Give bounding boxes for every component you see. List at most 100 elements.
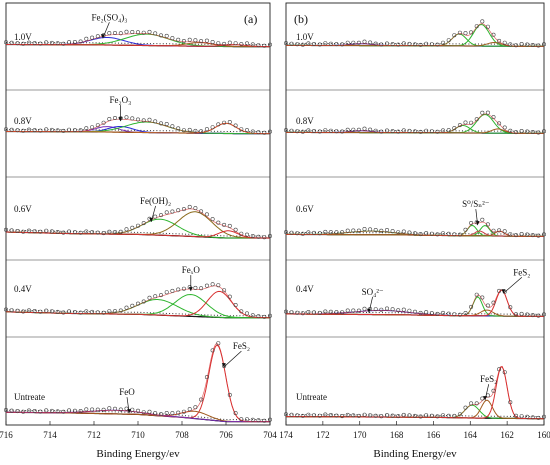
data-marker <box>55 230 60 235</box>
data-marker <box>49 408 54 413</box>
data-marker <box>491 115 496 120</box>
data-marker <box>390 129 395 134</box>
peak-annotation-fe-oh: Fe(OH)₂ <box>140 196 171 206</box>
data-marker <box>513 312 518 317</box>
x-tick-label: 164 <box>464 430 478 440</box>
data-marker <box>541 232 546 237</box>
data-marker <box>250 417 255 422</box>
data-marker <box>262 43 267 48</box>
data-marker <box>78 310 83 315</box>
annotation-arrowhead <box>127 409 132 414</box>
peak-annotation-fe-o: FeₓO <box>182 265 201 275</box>
data-marker <box>176 410 181 415</box>
data-marker <box>508 128 513 133</box>
data-marker <box>216 283 221 288</box>
data-marker <box>204 127 209 132</box>
x-tick-label: 706 <box>219 430 233 440</box>
data-marker <box>407 413 412 418</box>
component-peak-3 <box>6 230 270 239</box>
x-tick-label: 716 <box>0 430 13 440</box>
x-tick-label: 168 <box>390 430 404 440</box>
data-marker <box>368 413 373 418</box>
data-marker <box>497 38 502 43</box>
data-marker <box>289 128 294 133</box>
data-marker <box>401 412 406 417</box>
row-label-untreate: Untreate <box>14 392 45 402</box>
data-marker <box>32 229 37 234</box>
data-marker <box>525 232 530 237</box>
data-marker <box>193 405 198 410</box>
spectrum-untreate: Untreate FeS₂ <box>283 365 546 420</box>
data-marker <box>204 283 209 288</box>
data-marker <box>525 129 530 134</box>
data-marker <box>239 127 244 132</box>
data-marker <box>407 41 412 46</box>
spectrum-0-4v: 0.4V FeₓO <box>4 265 272 319</box>
data-marker <box>525 42 530 47</box>
data-marker <box>469 120 474 125</box>
data-marker <box>418 414 423 419</box>
data-marker <box>541 129 546 134</box>
envelope-fit <box>286 113 544 134</box>
data-marker <box>379 129 384 134</box>
panel-s-2p: (b) 1.0V 0.8V 0.6V S⁰/Sₙ²⁻ 0.4V FeS₂ SO₄²⁻ Untr… <box>279 2 550 460</box>
data-marker <box>21 41 26 46</box>
data-marker <box>390 42 395 47</box>
data-marker <box>379 414 384 419</box>
data-marker <box>536 313 541 318</box>
data-marker <box>32 408 37 413</box>
data-marker <box>193 285 198 290</box>
data-marker <box>541 414 546 419</box>
data-marker <box>124 29 129 34</box>
data-marker <box>340 129 345 134</box>
peak-annotation-fe-o: Fe₂O₃ <box>110 95 132 105</box>
data-marker <box>502 125 507 130</box>
data-marker <box>38 128 43 133</box>
data-marker <box>401 229 406 234</box>
data-marker <box>90 125 95 130</box>
data-marker <box>452 126 457 131</box>
data-marker <box>32 308 37 313</box>
data-marker <box>283 412 288 417</box>
raw-trace-dotted <box>6 42 270 46</box>
data-marker <box>283 41 288 46</box>
data-marker <box>491 300 496 305</box>
data-marker <box>159 213 164 218</box>
data-marker <box>245 128 250 133</box>
data-marker <box>233 41 238 46</box>
data-marker <box>49 127 54 132</box>
data-marker <box>4 40 9 45</box>
data-marker <box>136 408 141 413</box>
data-marker <box>334 230 339 235</box>
data-marker <box>340 310 345 315</box>
data-marker <box>124 227 129 232</box>
envelope-fit <box>6 285 270 319</box>
data-marker <box>32 128 37 133</box>
data-marker <box>497 288 502 293</box>
data-marker <box>328 41 333 46</box>
data-marker <box>396 230 401 235</box>
data-marker <box>250 313 255 318</box>
data-marker <box>164 122 169 127</box>
data-marker <box>84 126 89 131</box>
data-marker <box>250 42 255 47</box>
data-marker <box>474 117 479 122</box>
data-marker <box>373 128 378 133</box>
data-marker <box>334 413 339 418</box>
data-marker <box>457 123 462 128</box>
data-marker <box>187 407 192 412</box>
data-marker <box>356 308 361 313</box>
annotation-arrow <box>223 350 242 368</box>
data-marker <box>78 39 83 44</box>
data-marker <box>204 375 209 380</box>
data-marker <box>44 127 49 132</box>
data-marker <box>289 230 294 235</box>
x-tick-label: 710 <box>131 430 145 440</box>
data-marker <box>457 312 462 317</box>
data-marker <box>95 310 100 315</box>
data-marker <box>15 229 20 234</box>
data-marker <box>176 208 181 213</box>
envelope-fit <box>5 342 270 422</box>
data-marker <box>147 295 152 300</box>
data-marker <box>233 123 238 128</box>
